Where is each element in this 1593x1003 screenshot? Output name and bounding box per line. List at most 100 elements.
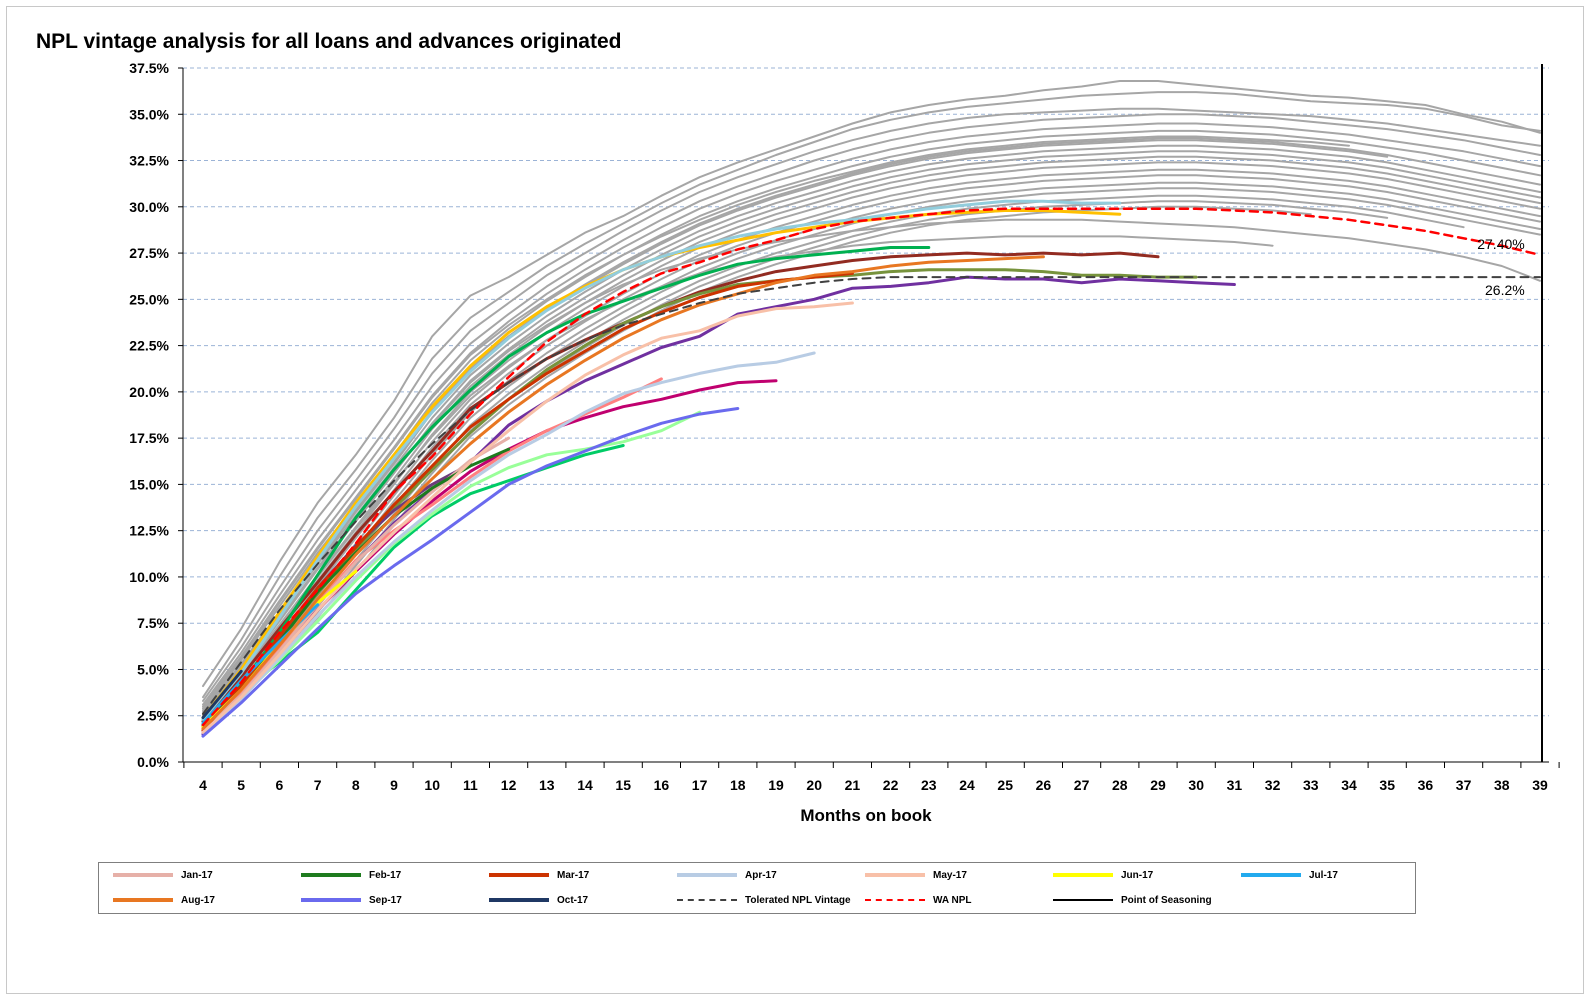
legend-label: WA NPL [933,894,972,906]
x-tick-label: 29 [1150,777,1166,793]
background-vintage-line [202,113,1541,706]
background-vintage-line [202,144,1541,713]
y-tick-label: 15.0% [129,476,169,492]
y-tick-label: 17.5% [129,430,169,446]
x-tick-label: 8 [352,777,360,793]
vintage-line [201,199,1122,721]
legend-item: Tolerated NPL Vintage [677,890,851,910]
x-tick-label: 21 [845,777,861,793]
legend-swatch [489,898,549,902]
x-tick-label: 18 [730,777,746,793]
y-tick-label: 27.5% [129,245,169,261]
series-line-may-17 [201,301,854,734]
y-tick-label: 2.5% [137,708,169,724]
x-axis-label: Months on book [800,806,932,825]
y-tick-label: 0.0% [137,754,169,770]
x-tick-label: 28 [1112,777,1128,793]
legend-item: Apr-17 [677,865,777,885]
background-vintage-line [202,205,1312,732]
x-tick-label: 35 [1379,777,1395,793]
x-tick-label: 23 [921,777,937,793]
legend-swatch [113,873,173,877]
x-tick-label: 16 [654,777,670,793]
x-tick-label: 26 [1036,777,1052,793]
legend-label: Aug-17 [181,894,215,906]
legend-label: Oct-17 [557,894,589,906]
x-tick-label: 20 [806,777,822,793]
series-line-wa-npl [201,207,1542,727]
legend-item: Mar-17 [489,865,589,885]
y-tick-label: 22.5% [129,338,169,354]
background-vintage-line [202,129,1541,710]
vintage-line [201,268,1198,729]
legend-label: Jan-17 [181,869,213,881]
vintage-line [201,251,1160,723]
x-tick-label: 12 [501,777,517,793]
x-tick-label: 33 [1303,777,1319,793]
legend-item: WA NPL [865,890,972,910]
legend-swatch [865,873,925,877]
x-tick-label: 15 [615,777,631,793]
y-tick-label: 35.0% [129,106,169,122]
legend-label: Apr-17 [745,869,777,881]
legend-swatch [677,899,737,901]
legend-item: Sep-17 [301,890,402,910]
y-tick-label: 10.0% [129,569,169,585]
legend-label: Jun-17 [1121,869,1154,881]
x-tick-label: 9 [390,777,398,793]
background-vintage-line [202,155,1541,717]
y-tick-label: 20.0% [129,384,169,400]
x-tick-label: 36 [1418,777,1434,793]
x-tick-label: 6 [276,777,284,793]
background-vintage-line [202,80,1541,688]
x-tick-label: 22 [883,777,899,793]
legend-swatch [301,898,361,902]
legend-item: Feb-17 [301,865,401,885]
x-tick-label: 5 [237,777,245,793]
legend-label: Sep-17 [369,894,402,906]
x-tick-label: 4 [199,777,207,793]
y-tick-label: 5.0% [137,661,169,677]
x-tick-label: 17 [692,777,708,793]
legend-label: Feb-17 [369,869,402,881]
legend-item: Oct-17 [489,890,588,910]
x-tick-label: 7 [314,777,322,793]
y-tick-label: 7.5% [137,615,169,631]
x-tick-label: 31 [1227,777,1243,793]
legend-swatch [1053,899,1113,901]
x-tick-label: 24 [959,777,975,793]
y-tick-label: 30.0% [129,199,169,215]
legend-item: Jan-17 [113,865,213,885]
npl-vintage-chart: 0.0% 2.5% 5.0% 7.5% 10.0% 12.5% 15.0% 17.5% 20.0… [129,60,1560,825]
series-line-oct-17 [201,669,243,720]
background-vintage-line [202,174,1541,723]
vintage-line [201,379,778,732]
x-tick-label: 10 [424,777,440,793]
annotation-label: 27.40% [1477,236,1524,252]
background-vintage-line [202,122,1541,708]
background-vintage-line [202,135,1350,710]
legend-label: Tolerated NPL Vintage [745,894,851,906]
legend-swatch [301,873,361,877]
legend-label: May-17 [933,869,967,881]
vintage-line [201,246,931,727]
background-vintage-line [202,235,1274,717]
background-vintage-line [202,91,1541,699]
background-vintage-line [202,107,1541,702]
background-vintage-line [202,161,1541,719]
x-tick-label: 11 [463,777,478,793]
legend-swatch [865,899,925,901]
annotation-label: 26.2% [1485,282,1525,298]
vintage-line [201,410,702,731]
series-line-aug-17 [201,255,1045,731]
series-line-tolerated-npl-vintage [202,276,1541,715]
legend-swatch [1241,873,1301,877]
background-vintage-line [202,139,1389,713]
background-vintage-line [202,150,1541,715]
x-tick-label: 32 [1265,777,1281,793]
x-tick-label: 30 [1188,777,1204,793]
legend-label: Point of Seasoning [1121,894,1212,906]
legend-item: Point of Seasoning [1053,890,1212,910]
y-tick-label: 25.0% [129,291,169,307]
legend-swatch [489,873,549,877]
